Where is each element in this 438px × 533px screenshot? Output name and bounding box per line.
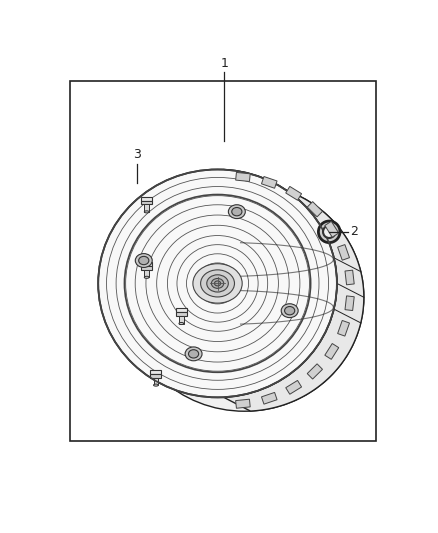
Ellipse shape [98,169,337,398]
Polygon shape [307,201,322,217]
Polygon shape [236,173,250,181]
Polygon shape [338,245,350,260]
Polygon shape [150,370,162,374]
Ellipse shape [193,264,242,303]
Polygon shape [141,201,152,204]
Polygon shape [176,312,187,316]
Ellipse shape [285,306,295,315]
Text: 3: 3 [133,148,141,161]
Ellipse shape [185,347,202,361]
Ellipse shape [228,205,245,219]
Text: 1: 1 [221,57,228,70]
Polygon shape [141,197,152,201]
Text: 2: 2 [350,225,358,238]
Ellipse shape [144,276,149,278]
Ellipse shape [318,221,340,243]
Polygon shape [325,221,339,237]
Bar [70,81,376,441]
Polygon shape [179,316,184,324]
Polygon shape [286,187,302,200]
Ellipse shape [323,225,336,238]
Polygon shape [261,176,277,188]
Ellipse shape [281,304,298,318]
Polygon shape [261,392,277,404]
Polygon shape [345,270,354,285]
Polygon shape [307,364,322,379]
Ellipse shape [154,384,159,386]
Polygon shape [144,270,149,277]
Polygon shape [286,381,302,394]
Ellipse shape [215,281,221,286]
Polygon shape [176,308,187,312]
Polygon shape [141,262,152,266]
Ellipse shape [188,350,199,358]
Polygon shape [223,169,364,411]
Ellipse shape [232,207,242,216]
Polygon shape [150,374,162,377]
Ellipse shape [125,183,364,411]
Polygon shape [325,343,339,359]
Ellipse shape [201,270,234,297]
Polygon shape [141,266,152,270]
Ellipse shape [179,322,184,325]
Ellipse shape [139,256,149,265]
Polygon shape [154,377,159,385]
Polygon shape [338,320,350,336]
Polygon shape [144,204,149,212]
Ellipse shape [144,211,149,213]
Ellipse shape [135,254,152,268]
Ellipse shape [212,278,224,288]
Polygon shape [236,399,250,408]
Polygon shape [345,296,354,311]
Ellipse shape [207,275,228,292]
